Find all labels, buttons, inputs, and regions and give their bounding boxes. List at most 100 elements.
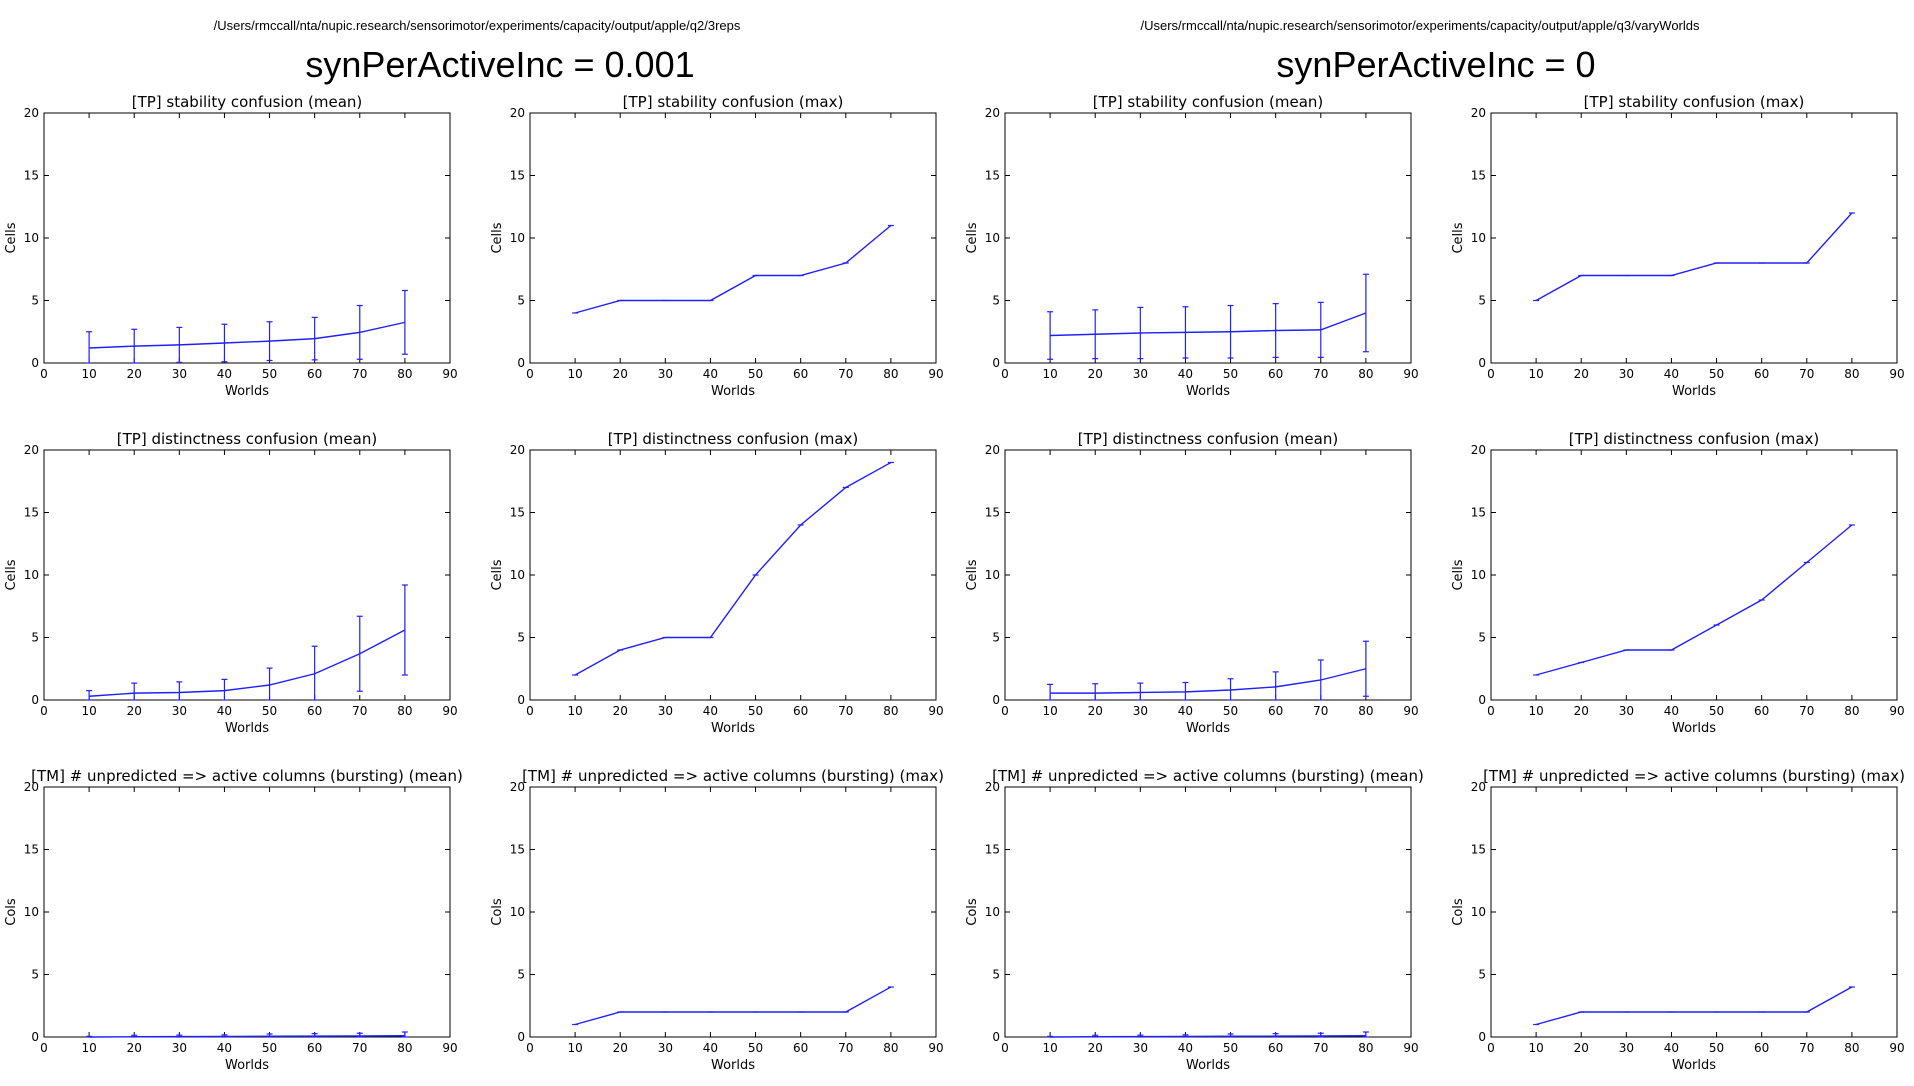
x-axis-label: Worlds bbox=[1186, 721, 1230, 736]
plot-frame bbox=[1004, 786, 1412, 1038]
x-tick-label: 0 bbox=[1001, 704, 1009, 718]
x-tick-label: 80 bbox=[397, 704, 412, 718]
x-tick-label: 50 bbox=[262, 704, 277, 718]
y-tick-label: 5 bbox=[992, 631, 1000, 645]
x-tick-label: 70 bbox=[1313, 367, 1328, 381]
x-tick-label: 50 bbox=[1223, 704, 1238, 718]
x-tick-label: 80 bbox=[883, 367, 898, 381]
chart-panel-6: [TP] distinctness confusion (max) 0 10 20 30… bbox=[490, 430, 944, 736]
x-tick-label: 40 bbox=[703, 704, 718, 718]
y-axis-label: Cols bbox=[4, 898, 19, 926]
x-axis-label: Worlds bbox=[1672, 384, 1716, 399]
x-tick-label: 40 bbox=[217, 367, 232, 381]
y-axis-label: Cells bbox=[490, 559, 505, 590]
x-tick-label: 50 bbox=[748, 1041, 763, 1055]
y-tick-label: 15 bbox=[510, 843, 525, 857]
y-tick-label: 10 bbox=[985, 231, 1000, 245]
y-tick-label: 5 bbox=[992, 968, 1000, 982]
x-tick-label: 40 bbox=[1664, 367, 1679, 381]
y-tick-label: 15 bbox=[510, 506, 525, 520]
y-tick-label: 0 bbox=[31, 356, 39, 370]
x-tick-label: 80 bbox=[397, 1041, 412, 1055]
x-tick-label: 60 bbox=[307, 1041, 322, 1055]
chart-title: [TM] # unpredicted => active columns (bu… bbox=[31, 767, 463, 785]
x-tick-label: 40 bbox=[1178, 367, 1193, 381]
x-tick-label: 40 bbox=[1178, 704, 1193, 718]
chart-panel-7: [TP] distinctness confusion (mean) 0 10 20 3… bbox=[965, 430, 1419, 736]
left-param-title: synPerActiveInc = 0.001 bbox=[305, 44, 695, 85]
y-tick-label: 20 bbox=[985, 780, 1000, 794]
chart-panel-4: [TP] stability confusion (max) 0 10 20 30 40 5… bbox=[1451, 93, 1905, 399]
y-tick-label: 0 bbox=[31, 693, 39, 707]
x-tick-label: 70 bbox=[838, 704, 853, 718]
y-tick-label: 0 bbox=[992, 693, 1000, 707]
x-tick-label: 10 bbox=[1042, 1041, 1057, 1055]
x-tick-label: 0 bbox=[40, 367, 48, 381]
series-line bbox=[1535, 524, 1853, 676]
y-tick-label: 10 bbox=[24, 231, 39, 245]
x-tick-label: 70 bbox=[838, 1041, 853, 1055]
x-tick-label: 70 bbox=[1313, 1041, 1328, 1055]
plot-frame bbox=[43, 449, 451, 701]
y-tick-label: 0 bbox=[31, 1030, 39, 1044]
y-tick-label: 20 bbox=[1471, 443, 1486, 457]
y-tick-label: 5 bbox=[31, 631, 39, 645]
x-tick-label: 30 bbox=[658, 704, 673, 718]
plot-frame bbox=[529, 786, 937, 1038]
x-tick-label: 40 bbox=[703, 1041, 718, 1055]
x-tick-label: 80 bbox=[883, 1041, 898, 1055]
x-tick-label: 0 bbox=[40, 1041, 48, 1055]
x-tick-label: 0 bbox=[526, 1041, 534, 1055]
x-tick-label: 20 bbox=[613, 1041, 628, 1055]
x-tick-label: 40 bbox=[703, 367, 718, 381]
x-tick-label: 30 bbox=[658, 1041, 673, 1055]
right-path-label: /Users/rmccall/nta/nupic.research/sensor… bbox=[1140, 18, 1700, 33]
y-tick-label: 20 bbox=[24, 780, 39, 794]
y-tick-label: 10 bbox=[24, 568, 39, 582]
x-axis-label: Worlds bbox=[711, 384, 755, 399]
y-tick-label: 0 bbox=[1478, 356, 1486, 370]
chart-title: [TP] distinctness confusion (mean) bbox=[117, 430, 377, 448]
x-tick-label: 0 bbox=[1487, 367, 1495, 381]
chart-panel-8: [TP] distinctness confusion (max) 0 10 20 30… bbox=[1451, 430, 1905, 736]
x-tick-label: 20 bbox=[1574, 1041, 1589, 1055]
chart-title: [TP] distinctness confusion (max) bbox=[608, 430, 859, 448]
series-line bbox=[1050, 312, 1367, 337]
x-tick-label: 90 bbox=[1889, 704, 1904, 718]
y-tick-label: 10 bbox=[985, 568, 1000, 582]
y-tick-label: 0 bbox=[992, 356, 1000, 370]
chart-title: [TP] stability confusion (mean) bbox=[132, 93, 363, 111]
chart-title: [TP] stability confusion (mean) bbox=[1093, 93, 1324, 111]
x-tick-label: 70 bbox=[1313, 704, 1328, 718]
chart-title: [TP] distinctness confusion (max) bbox=[1569, 430, 1820, 448]
x-tick-label: 50 bbox=[1709, 704, 1724, 718]
plot-frame bbox=[43, 786, 451, 1038]
y-tick-label: 0 bbox=[517, 1030, 525, 1044]
x-axis-label: Worlds bbox=[1186, 1058, 1230, 1073]
x-tick-label: 50 bbox=[262, 367, 277, 381]
x-tick-label: 80 bbox=[397, 367, 412, 381]
y-tick-label: 15 bbox=[985, 169, 1000, 183]
x-tick-label: 80 bbox=[1844, 704, 1859, 718]
x-tick-label: 90 bbox=[442, 367, 457, 381]
x-tick-label: 80 bbox=[1844, 367, 1859, 381]
chart-title: [TM] # unpredicted => active columns (bu… bbox=[1483, 767, 1905, 785]
x-tick-label: 70 bbox=[1799, 367, 1814, 381]
x-tick-label: 60 bbox=[1268, 704, 1283, 718]
plot-frame bbox=[1004, 112, 1412, 364]
x-tick-label: 90 bbox=[928, 1041, 943, 1055]
x-tick-label: 20 bbox=[1574, 367, 1589, 381]
x-tick-label: 90 bbox=[1403, 704, 1418, 718]
y-axis-label: Cells bbox=[965, 222, 980, 253]
y-tick-label: 15 bbox=[510, 169, 525, 183]
y-tick-label: 15 bbox=[985, 843, 1000, 857]
y-tick-label: 5 bbox=[1478, 294, 1486, 308]
x-tick-label: 0 bbox=[526, 367, 534, 381]
x-tick-label: 60 bbox=[793, 367, 808, 381]
x-tick-label: 50 bbox=[1709, 1041, 1724, 1055]
x-tick-label: 20 bbox=[1088, 704, 1103, 718]
y-tick-label: 5 bbox=[31, 968, 39, 982]
x-tick-label: 30 bbox=[1619, 1041, 1634, 1055]
x-tick-label: 90 bbox=[442, 704, 457, 718]
x-axis-label: Worlds bbox=[1672, 1058, 1716, 1073]
